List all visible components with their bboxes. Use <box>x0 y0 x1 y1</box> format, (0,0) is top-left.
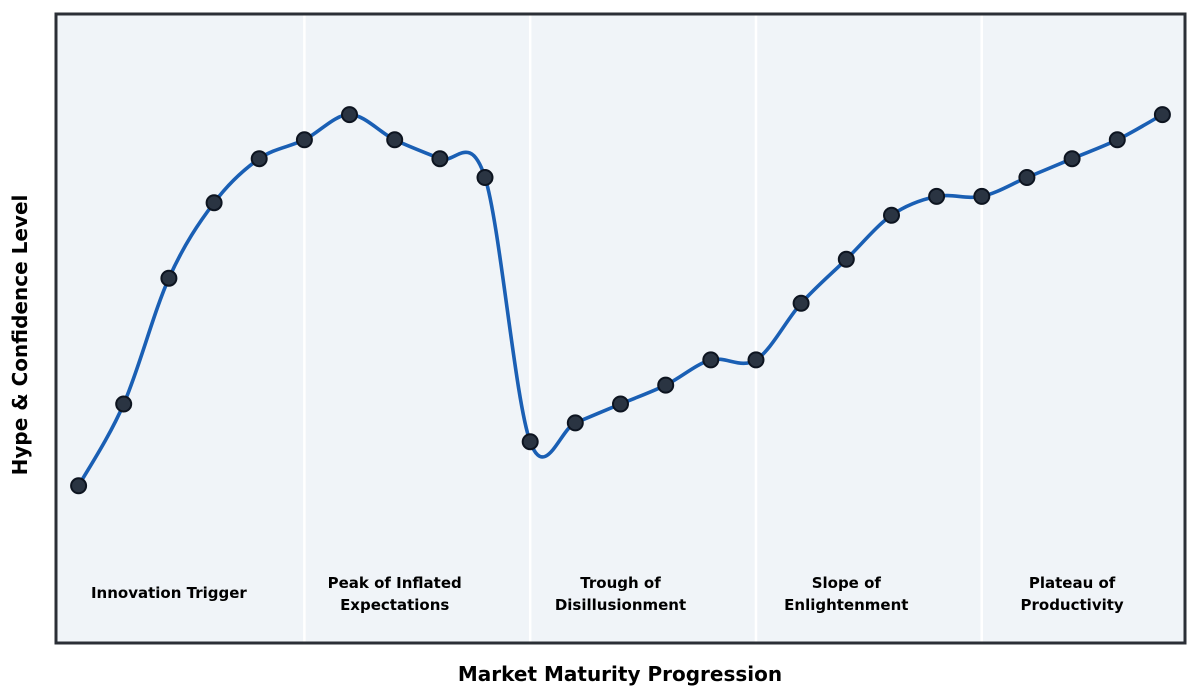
phase-label: Trough of <box>580 574 661 592</box>
data-point-marker <box>1018 169 1036 186</box>
data-point-marker <box>521 433 539 451</box>
data-point-marker <box>70 477 88 495</box>
data-point-marker <box>657 376 675 394</box>
data-point-marker <box>295 131 313 149</box>
data-point-marker <box>973 187 991 205</box>
phase-label: Productivity <box>1021 596 1124 614</box>
phase-label: Enlightenment <box>784 596 908 614</box>
data-point-marker <box>1153 106 1171 124</box>
phase-label: Peak of Inflated <box>328 574 462 592</box>
data-point-marker <box>1108 131 1126 149</box>
data-point-marker <box>341 106 358 124</box>
data-point-marker <box>612 395 629 413</box>
phase-label: Innovation Trigger <box>91 584 247 602</box>
data-point-marker <box>883 206 900 224</box>
data-points <box>70 106 1171 495</box>
phase-label: Slope of <box>812 574 882 592</box>
data-point-marker <box>1063 150 1081 168</box>
y-axis-label: Hype & Confidence Level <box>8 195 32 476</box>
x-axis-label: Market Maturity Progression <box>458 662 782 686</box>
data-point-marker <box>837 250 855 268</box>
phase-label: Disillusionment <box>555 596 686 614</box>
data-point-marker <box>205 194 223 212</box>
phase-labels: Innovation Trigger Peak of Inflated Expect… <box>91 574 1124 614</box>
data-point-marker <box>702 351 720 369</box>
data-point-marker <box>476 169 494 186</box>
data-point-marker <box>747 351 765 369</box>
data-point-marker <box>928 187 946 205</box>
data-point-marker <box>115 395 133 413</box>
data-point-marker <box>566 414 584 432</box>
phase-label: Plateau of <box>1029 574 1116 592</box>
phase-dividers <box>303 15 984 642</box>
data-point-marker <box>792 294 810 312</box>
phase-label: Expectations <box>340 596 449 614</box>
data-point-marker <box>160 269 178 287</box>
data-point-marker <box>431 150 449 168</box>
plot-area <box>54 12 1187 645</box>
data-point-marker <box>250 150 268 168</box>
data-point-marker <box>386 131 404 149</box>
